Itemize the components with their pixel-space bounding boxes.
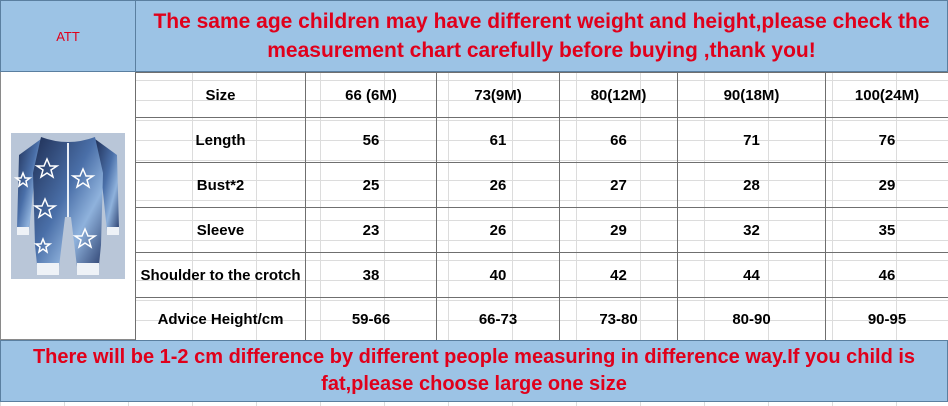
table-cell: 46	[825, 252, 948, 298]
product-photo-cell	[0, 72, 136, 340]
size-col-90: 90(18M)	[677, 72, 826, 118]
table-cell: 59-66	[305, 297, 437, 341]
size-col-73: 73(9M)	[436, 72, 560, 118]
table-cell: 26	[436, 207, 560, 253]
measurement-note-banner: There will be 1-2 cm difference by diffe…	[0, 340, 948, 402]
star-print-romper-image	[11, 132, 125, 279]
table-cell: 90-95	[825, 297, 948, 341]
table-cell: 23	[305, 207, 437, 253]
table-cell: 80-90	[677, 297, 826, 341]
row-label: Sleeve	[135, 207, 306, 253]
table-cell: 71	[677, 117, 826, 163]
table-row-sleeve: Sleeve 23 26 29 32 35	[135, 207, 948, 253]
row-label: Length	[135, 117, 306, 163]
size-header: Size	[135, 72, 306, 118]
table-cell: 27	[559, 162, 678, 208]
table-cell: 26	[436, 162, 560, 208]
size-notice-banner: The same age children may have different…	[136, 0, 948, 72]
size-col-100: 100(24M)	[825, 72, 948, 118]
table-cell: 76	[825, 117, 948, 163]
table-row-size: Size 66 (6M) 73(9M) 80(12M) 90(18M) 100(…	[135, 72, 948, 118]
row-label: Bust*2	[135, 162, 306, 208]
table-row-length: Length 56 61 66 71 76	[135, 117, 948, 163]
table-cell: 25	[305, 162, 437, 208]
table-cell: 42	[559, 252, 678, 298]
table-cell: 28	[677, 162, 826, 208]
table-cell: 44	[677, 252, 826, 298]
table-row-shoulder-crotch: Shoulder to the crotch 38 40 42 44 46	[135, 252, 948, 298]
brand-label: ATT	[0, 0, 136, 72]
row-label: Shoulder to the crotch	[135, 252, 306, 298]
size-chart-table: Size 66 (6M) 73(9M) 80(12M) 90(18M) 100(…	[135, 72, 948, 341]
table-cell: 29	[825, 162, 948, 208]
table-cell: 61	[436, 117, 560, 163]
table-cell: 29	[559, 207, 678, 253]
table-cell: 66	[559, 117, 678, 163]
table-cell: 40	[436, 252, 560, 298]
size-col-66: 66 (6M)	[305, 72, 437, 118]
table-cell: 38	[305, 252, 437, 298]
table-cell: 66-73	[436, 297, 560, 341]
table-cell: 56	[305, 117, 437, 163]
table-cell: 73-80	[559, 297, 678, 341]
row-label: Advice Height/cm	[135, 297, 306, 341]
table-row-bust: Bust*2 25 26 27 28 29	[135, 162, 948, 208]
table-cell: 35	[825, 207, 948, 253]
table-row-advice-height: Advice Height/cm 59-66 66-73 73-80 80-90…	[135, 297, 948, 341]
size-col-80: 80(12M)	[559, 72, 678, 118]
table-cell: 32	[677, 207, 826, 253]
